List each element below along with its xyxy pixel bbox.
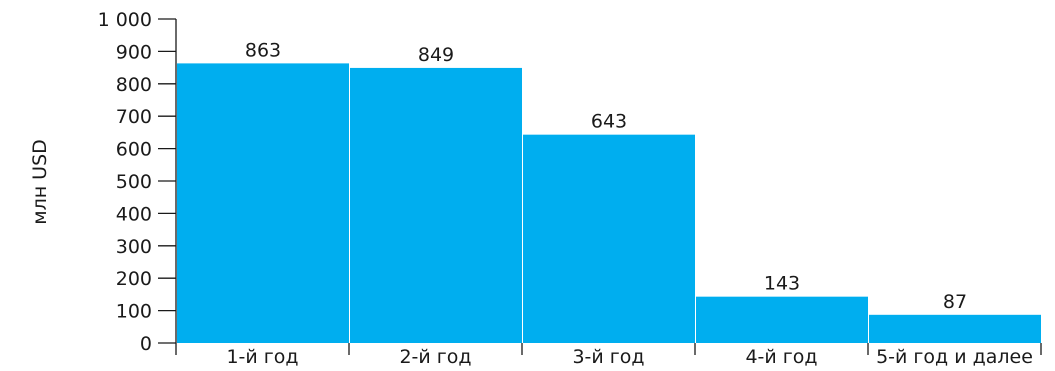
x-tick-label: 3-й год	[572, 346, 644, 368]
y-tick-label: 100	[116, 301, 152, 323]
y-tick-label: 1 000	[98, 9, 152, 31]
bar-value-label: 87	[943, 291, 967, 313]
x-tick-label: 2-й год	[399, 346, 471, 368]
bar-value-label: 643	[591, 111, 627, 133]
y-tick-label: 800	[116, 74, 152, 96]
y-tick-label: 300	[116, 236, 152, 258]
bar-value-label: 143	[764, 273, 800, 295]
bar	[350, 67, 522, 343]
y-tick-label: 200	[116, 268, 152, 290]
x-tick-label: 4-й год	[745, 346, 817, 368]
bar	[869, 314, 1041, 343]
x-tick-label: 5-й год и далее	[876, 346, 1033, 368]
y-tick-label: 500	[116, 171, 152, 193]
bar	[523, 134, 695, 343]
y-axis: 0 100 200 300 400 500 600 700 800 900 1 000	[98, 9, 177, 355]
x-axis: 1-й год 2-й год 3-й год 4-й год 5-й год и да…	[226, 343, 1042, 368]
bar	[696, 296, 868, 343]
bar	[177, 63, 349, 343]
x-tick-label: 1-й год	[226, 346, 298, 368]
y-tick-label: 900	[116, 41, 152, 63]
bar-value-label: 863	[245, 39, 281, 61]
y-tick-label: 700	[116, 106, 152, 128]
bar-value-label: 849	[418, 44, 454, 66]
bars: 863 849 643 143 87	[177, 39, 1041, 343]
y-axis-label: млн USD	[29, 139, 51, 225]
y-tick-label: 0	[140, 333, 152, 355]
y-tick-label: 400	[116, 203, 152, 225]
y-tick-label: 600	[116, 139, 152, 161]
